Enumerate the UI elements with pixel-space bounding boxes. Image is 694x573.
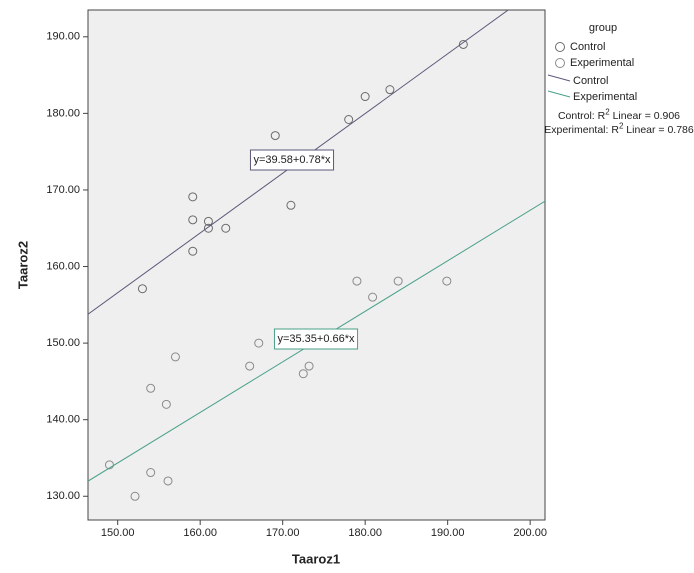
r2-text: Linear = 0.786 (623, 124, 693, 136)
y-tick-label: 160.00 (46, 260, 80, 272)
x-tick-label: 190.00 (431, 527, 465, 539)
page: Taaroz1 Taaroz2 group 150.00 160.00 170.00… (0, 0, 694, 573)
y-tick-label: 150.00 (46, 337, 80, 349)
legend-marker (556, 59, 565, 68)
x-tick-label: 180.00 (348, 527, 382, 539)
r2-text: Linear = 0.906 (610, 110, 680, 122)
legend-line (548, 91, 570, 97)
r2-text: Control: R (558, 110, 605, 122)
fit-label: y=39.58+0.78*x (253, 154, 331, 166)
x-tick-label: 170.00 (266, 527, 300, 539)
x-tick-label: 200.00 (513, 527, 547, 539)
legend-label: Experimental (573, 91, 637, 103)
fit-label: y=35.35+0.66*x (277, 333, 355, 345)
legend-label: Control (570, 41, 605, 53)
r2-label: Experimental: R2 Linear = 0.786 (544, 124, 694, 137)
r2-text: Experimental: R (544, 124, 619, 136)
y-tick-label: 180.00 (46, 107, 80, 119)
y-tick-label: 140.00 (46, 414, 80, 426)
legend-label: Experimental (570, 57, 634, 69)
legend-title: group (589, 22, 617, 34)
y-tick-label: 170.00 (46, 184, 80, 196)
x-tick-label: 150.00 (101, 527, 135, 539)
legend-label: Control (573, 75, 608, 87)
x-axis-label: Taaroz1 (292, 551, 340, 566)
y-tick-label: 190.00 (46, 31, 80, 43)
legend-line (548, 75, 570, 81)
x-tick-label: 160.00 (183, 527, 217, 539)
y-axis-label: Taaroz2 (15, 241, 30, 289)
y-tick-label: 130.00 (46, 490, 80, 502)
legend-marker (556, 43, 565, 52)
chart: Taaroz1 Taaroz2 group 150.00 160.00 170.00… (0, 0, 694, 573)
